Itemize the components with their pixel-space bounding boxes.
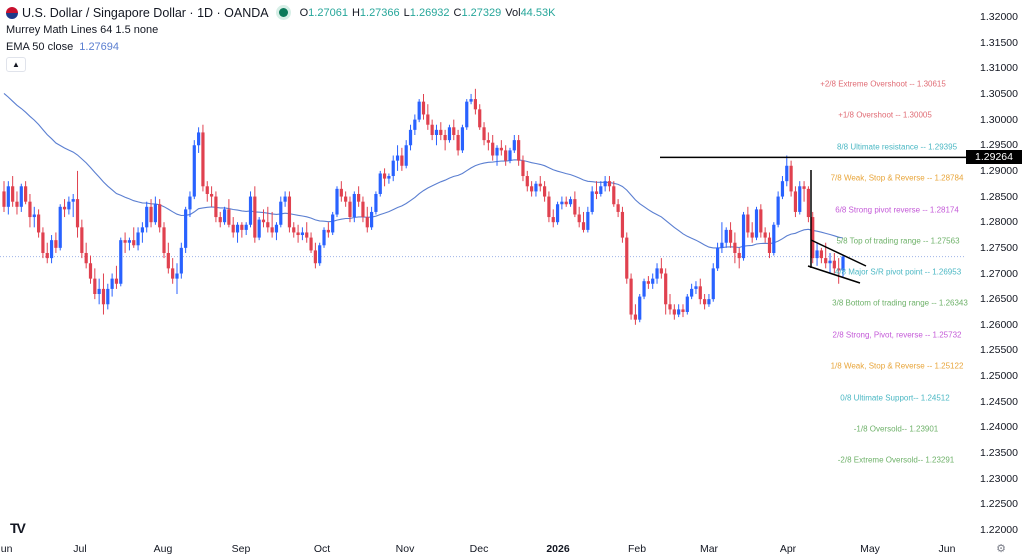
indicator-ema-label: EMA 50 close bbox=[6, 40, 74, 53]
price-tick: 1.28000 bbox=[980, 216, 1018, 229]
price-tick: 1.25500 bbox=[980, 344, 1018, 357]
price-marker-label: 1.29264 bbox=[966, 150, 1022, 165]
price-tick: 1.31000 bbox=[980, 62, 1018, 75]
price-tick: 1.32000 bbox=[980, 11, 1018, 23]
ema-50-line bbox=[3, 92, 844, 249]
time-tick: Oct bbox=[313, 543, 331, 555]
price-tick: 1.24000 bbox=[980, 421, 1018, 434]
price-tick: 1.30500 bbox=[980, 87, 1018, 100]
price-tick: 1.29000 bbox=[980, 164, 1018, 177]
ohlc-open: O1.27061 bbox=[299, 6, 348, 19]
time-tick: Apr bbox=[779, 543, 797, 555]
murrey-level-label: -1/8 Oversold-- 1.23901 bbox=[853, 424, 939, 434]
price-tick: 1.27000 bbox=[980, 267, 1018, 280]
market-status-icon bbox=[278, 8, 288, 17]
price-tick: 1.25000 bbox=[980, 370, 1018, 383]
time-tick: Dec bbox=[469, 543, 489, 555]
murrey-level-label: 1/8 Weak, Stop & Reverse -- 1.25122 bbox=[830, 361, 964, 371]
price-axis[interactable]: 1.32000 1.31500 1.31000 1.30500 1.30000 1.295… bbox=[964, 0, 1024, 558]
trendline-drawings bbox=[660, 156, 972, 284]
murrey-level-label: 2/8 Strong, Pivot, reverse -- 1.25732 bbox=[832, 330, 962, 340]
volume: Vol44.53K bbox=[505, 6, 556, 19]
tradingview-logo-icon[interactable]: TV bbox=[10, 520, 26, 536]
murrey-level-label: 0/8 Ultimate Support-- 1.24512 bbox=[840, 393, 950, 403]
indicator-ema-value: 1.27694 bbox=[79, 40, 120, 53]
murrey-level-label: 5/8 Top of trading range -- 1.27563 bbox=[836, 236, 960, 246]
price-tick: 1.29500 bbox=[980, 139, 1018, 152]
chart-legend: U.S. Dollar / Singapore Dollar · 1D · OA… bbox=[6, 4, 555, 72]
price-tick: 1.23000 bbox=[980, 472, 1018, 485]
price-tick: 1.28500 bbox=[980, 190, 1018, 203]
price-tick: 1.22500 bbox=[980, 498, 1018, 511]
time-tick: May bbox=[860, 543, 880, 555]
symbol-row: U.S. Dollar / Singapore Dollar · 1D · OA… bbox=[6, 4, 555, 21]
usd-sgd-flag-icon bbox=[6, 6, 18, 19]
settings-gear-icon[interactable]: ⚙ bbox=[996, 543, 1006, 555]
ohlc-close: C1.27329 bbox=[453, 6, 502, 19]
murrey-level-label: -2/8 Extreme Oversold-- 1.23291 bbox=[837, 455, 955, 465]
price-tick: 1.23500 bbox=[980, 447, 1018, 460]
indicator-murrey-label: Murrey Math Lines 64 1.5 none bbox=[6, 23, 159, 36]
indicator-ema[interactable]: EMA 50 close 1.27694 bbox=[6, 38, 555, 55]
price-tick: 1.26500 bbox=[980, 293, 1018, 306]
time-tick: Mar bbox=[699, 543, 719, 555]
price-tick: 1.31500 bbox=[980, 36, 1018, 49]
price-tick: 1.24500 bbox=[980, 395, 1018, 408]
time-tick: Sep bbox=[231, 543, 251, 555]
indicator-murrey-math[interactable]: Murrey Math Lines 64 1.5 none bbox=[6, 21, 555, 38]
murrey-level-label: 8/8 Ultimate resistance -- 1.29395 bbox=[836, 142, 958, 152]
murrey-level-label: 6/8 Strong pivot reverse -- 1.28174 bbox=[835, 205, 959, 215]
time-tick: Nov bbox=[395, 543, 415, 555]
price-tick: 1.26000 bbox=[980, 318, 1018, 331]
chevron-up-icon: ▲ bbox=[12, 60, 20, 69]
murrey-level-label: 7/8 Weak, Stop & Reverse -- 1.28784 bbox=[830, 173, 964, 183]
time-tick: Feb bbox=[627, 543, 647, 555]
candlesticks bbox=[2, 88, 845, 325]
time-tick: Jul bbox=[73, 543, 87, 555]
murrey-level-label: +1/8 Overshoot -- 1.30005 bbox=[838, 110, 932, 120]
murrey-level-label: 3/8 Bottom of trading range -- 1.26343 bbox=[832, 298, 968, 308]
ohlc-low: L1.26932 bbox=[403, 6, 450, 19]
collapse-legend-button[interactable]: ▲ bbox=[6, 57, 26, 72]
price-tick: 1.27500 bbox=[980, 241, 1018, 254]
price-tick: 1.30000 bbox=[980, 113, 1018, 126]
symbol-title[interactable]: U.S. Dollar / Singapore Dollar · 1D · OA… bbox=[22, 5, 269, 20]
time-tick: Jun bbox=[0, 543, 13, 555]
time-tick: Aug bbox=[153, 543, 173, 555]
time-tick: Jun bbox=[938, 543, 956, 555]
price-tick: 1.22000 bbox=[980, 524, 1018, 536]
time-tick: 2026 bbox=[546, 543, 570, 555]
murrey-level-label: 4/8 Major S/R pivot point -- 1.26953 bbox=[834, 267, 962, 277]
murrey-level-label: +2/8 Extreme Overshoot -- 1.30615 bbox=[820, 79, 946, 89]
ohlc-high: H1.27366 bbox=[351, 6, 400, 19]
